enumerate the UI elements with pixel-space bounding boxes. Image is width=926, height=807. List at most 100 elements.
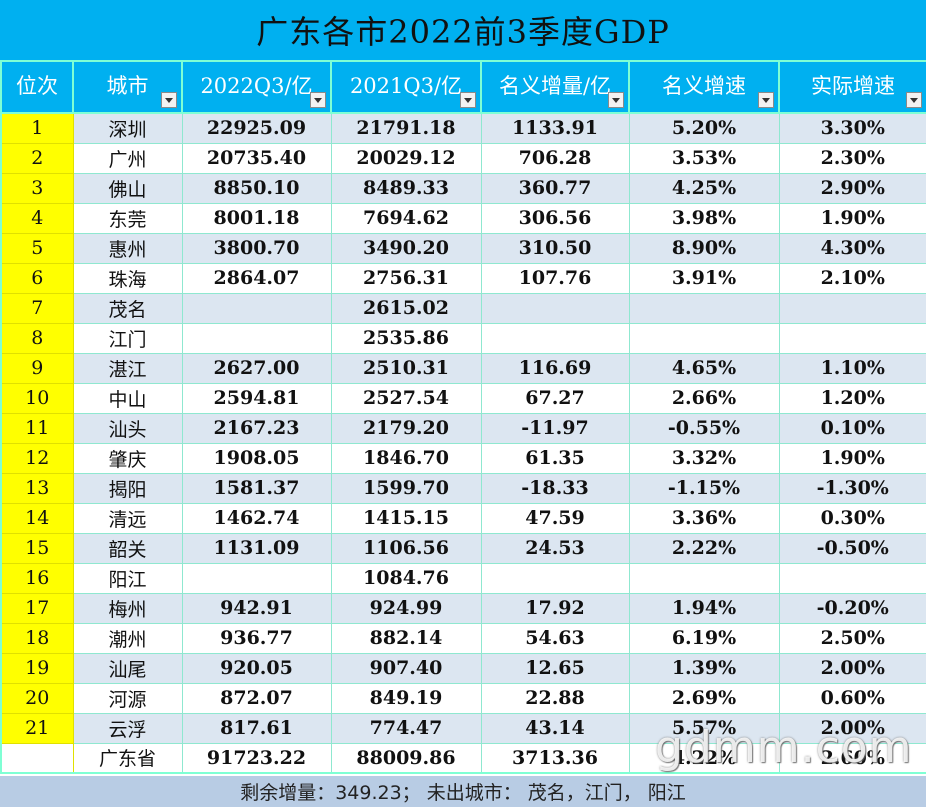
real-growth-cell[interactable]: 2.90% — [778, 172, 926, 204]
gdp-2021q3-cell[interactable]: 2179.20 — [330, 412, 482, 444]
nominal-growth-cell[interactable]: 3.53% — [628, 142, 780, 174]
nominal-growth-cell[interactable]: -1.15% — [628, 472, 780, 504]
nominal-growth-cell[interactable]: 4.22% — [628, 742, 780, 774]
increment-cell[interactable] — [480, 562, 630, 594]
real-growth-cell[interactable] — [778, 322, 926, 354]
gdp-2021q3-cell[interactable]: 21791.18 — [330, 112, 482, 144]
increment-cell[interactable]: 306.56 — [480, 202, 630, 234]
gdp-2021q3-cell[interactable]: 1846.70 — [330, 442, 482, 474]
filter-dropdown-icon[interactable] — [460, 92, 476, 108]
real-growth-cell[interactable]: 1.20% — [778, 382, 926, 414]
city-cell[interactable]: 潮州 — [72, 622, 183, 654]
real-growth-cell[interactable]: -1.30% — [778, 472, 926, 504]
filter-dropdown-icon[interactable] — [161, 92, 177, 108]
increment-cell[interactable]: 310.50 — [480, 232, 630, 264]
nominal-growth-cell[interactable]: 1.94% — [628, 592, 780, 624]
nominal-growth-cell[interactable]: 3.32% — [628, 442, 780, 474]
city-cell[interactable]: 阳江 — [72, 562, 183, 594]
gdp-2021q3-cell[interactable]: 2527.54 — [330, 382, 482, 414]
nominal-growth-cell[interactable]: 2.69% — [628, 682, 780, 714]
gdp-2021q3-cell[interactable]: 849.19 — [330, 682, 482, 714]
gdp-2021q3-cell[interactable]: 1106.56 — [330, 532, 482, 564]
city-cell[interactable]: 东莞 — [72, 202, 183, 234]
gdp-2022q3-cell[interactable]: 920.05 — [181, 652, 332, 684]
gdp-2022q3-cell[interactable]: 1908.05 — [181, 442, 332, 474]
real-growth-cell[interactable]: 2.00% — [778, 712, 926, 744]
real-growth-cell[interactable]: 2.00% — [778, 652, 926, 684]
real-growth-cell[interactable] — [778, 562, 926, 594]
gdp-2022q3-cell[interactable]: 2627.00 — [181, 352, 332, 384]
nominal-growth-cell[interactable]: 6.19% — [628, 622, 780, 654]
gdp-2021q3-cell[interactable]: 1599.70 — [330, 472, 482, 504]
increment-cell[interactable]: 107.76 — [480, 262, 630, 294]
real-growth-cell[interactable]: 1.90% — [778, 442, 926, 474]
increment-cell[interactable]: 116.69 — [480, 352, 630, 384]
increment-cell[interactable]: 12.65 — [480, 652, 630, 684]
rank-cell[interactable]: 16 — [0, 562, 74, 594]
rank-cell[interactable] — [0, 742, 74, 774]
city-cell[interactable]: 清远 — [72, 502, 183, 534]
rank-cell[interactable]: 8 — [0, 322, 74, 354]
increment-cell[interactable]: 24.53 — [480, 532, 630, 564]
city-cell[interactable]: 茂名 — [72, 292, 183, 324]
real-growth-cell[interactable]: 1.90% — [778, 202, 926, 234]
increment-cell[interactable]: 706.28 — [480, 142, 630, 174]
rank-cell[interactable]: 15 — [0, 532, 74, 564]
gdp-2021q3-cell[interactable]: 2535.86 — [330, 322, 482, 354]
rank-cell[interactable]: 20 — [0, 682, 74, 714]
gdp-2021q3-cell[interactable]: 2756.31 — [330, 262, 482, 294]
filter-dropdown-icon[interactable] — [310, 92, 326, 108]
rank-cell[interactable]: 9 — [0, 352, 74, 384]
rank-cell[interactable]: 1 — [0, 112, 74, 144]
gdp-2022q3-cell[interactable]: 22925.09 — [181, 112, 332, 144]
nominal-growth-cell[interactable]: 2.22% — [628, 532, 780, 564]
real-growth-cell[interactable]: 4.30% — [778, 232, 926, 264]
rank-cell[interactable]: 5 — [0, 232, 74, 264]
gdp-2021q3-cell[interactable]: 7694.62 — [330, 202, 482, 234]
real-growth-cell[interactable]: 2.60% — [778, 742, 926, 774]
gdp-2021q3-cell[interactable]: 88009.86 — [330, 742, 482, 774]
real-growth-cell[interactable]: 2.30% — [778, 142, 926, 174]
city-cell[interactable]: 深圳 — [72, 112, 183, 144]
gdp-2021q3-cell[interactable]: 2615.02 — [330, 292, 482, 324]
nominal-growth-cell[interactable]: 3.36% — [628, 502, 780, 534]
rank-cell[interactable]: 6 — [0, 262, 74, 294]
rank-cell[interactable]: 21 — [0, 712, 74, 744]
filter-dropdown-icon[interactable] — [758, 92, 774, 108]
increment-cell[interactable]: 1133.91 — [480, 112, 630, 144]
city-cell[interactable]: 汕头 — [72, 412, 183, 444]
rank-cell[interactable]: 19 — [0, 652, 74, 684]
increment-cell[interactable]: 22.88 — [480, 682, 630, 714]
city-cell[interactable]: 佛山 — [72, 172, 183, 204]
gdp-2022q3-cell[interactable] — [181, 292, 332, 324]
gdp-2021q3-cell[interactable]: 907.40 — [330, 652, 482, 684]
city-cell[interactable]: 广东省 — [72, 742, 183, 774]
rank-cell[interactable]: 7 — [0, 292, 74, 324]
city-cell[interactable]: 珠海 — [72, 262, 183, 294]
city-cell[interactable]: 云浮 — [72, 712, 183, 744]
gdp-2021q3-cell[interactable]: 924.99 — [330, 592, 482, 624]
real-growth-cell[interactable] — [778, 292, 926, 324]
rank-cell[interactable]: 13 — [0, 472, 74, 504]
nominal-growth-cell[interactable] — [628, 562, 780, 594]
real-growth-cell[interactable]: 0.30% — [778, 502, 926, 534]
increment-cell[interactable]: 61.35 — [480, 442, 630, 474]
gdp-2022q3-cell[interactable]: 942.91 — [181, 592, 332, 624]
city-cell[interactable]: 河源 — [72, 682, 183, 714]
real-growth-cell[interactable]: -0.50% — [778, 532, 926, 564]
nominal-growth-cell[interactable]: 4.65% — [628, 352, 780, 384]
increment-cell[interactable]: 67.27 — [480, 382, 630, 414]
nominal-growth-cell[interactable]: 3.98% — [628, 202, 780, 234]
gdp-2021q3-cell[interactable]: 1415.15 — [330, 502, 482, 534]
nominal-growth-cell[interactable]: 5.20% — [628, 112, 780, 144]
gdp-2022q3-cell[interactable] — [181, 562, 332, 594]
city-cell[interactable]: 韶关 — [72, 532, 183, 564]
increment-cell[interactable]: 360.77 — [480, 172, 630, 204]
gdp-2022q3-cell[interactable]: 1462.74 — [181, 502, 332, 534]
rank-cell[interactable]: 4 — [0, 202, 74, 234]
gdp-2022q3-cell[interactable]: 817.61 — [181, 712, 332, 744]
gdp-2021q3-cell[interactable]: 882.14 — [330, 622, 482, 654]
increment-cell[interactable]: -18.33 — [480, 472, 630, 504]
gdp-2022q3-cell[interactable]: 3800.70 — [181, 232, 332, 264]
gdp-2021q3-cell[interactable]: 3490.20 — [330, 232, 482, 264]
